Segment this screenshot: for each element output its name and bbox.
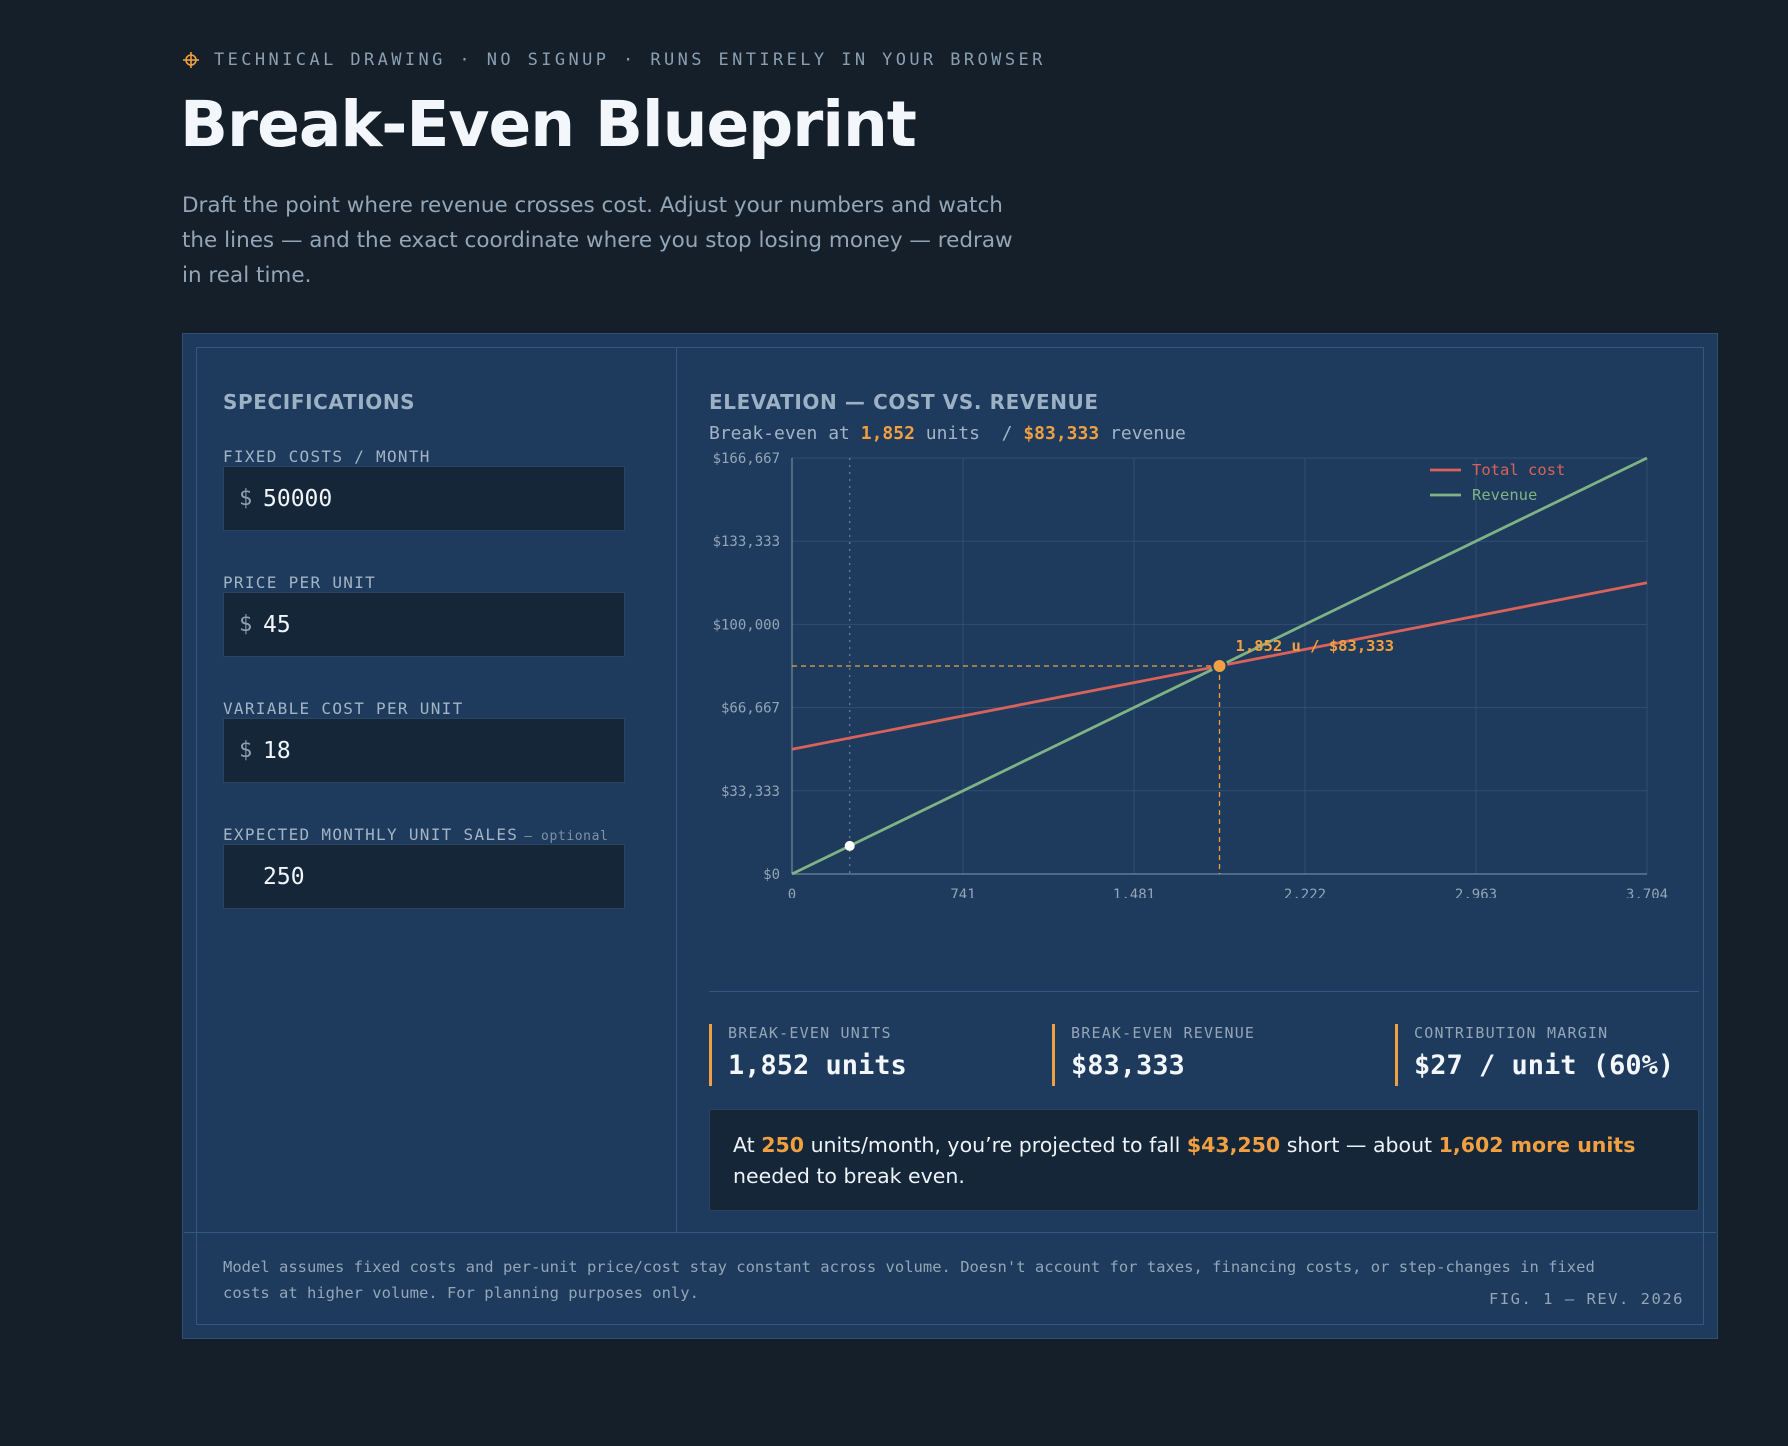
expected-sales-label: EXPECTED MONTHLY UNIT SALES — optional [223,825,608,844]
y-tick-label: $133,333 [713,534,780,550]
stat-label: BREAK-EVEN UNITS [728,1024,892,1042]
x-tick-label: 3,704 [1626,887,1668,898]
y-tick-label: $33,333 [721,784,780,800]
break-even-label: 1,852 u / $83,333 [1236,637,1395,655]
stat-value: $27 / unit (60%) [1414,1050,1675,1081]
stat-value: $83,333 [1071,1050,1185,1081]
chart-heading: ELEVATION — COST VS. REVENUE [709,390,1099,414]
stat-break-even-revenue: BREAK-EVEN REVENUE $83,333 [1052,1024,1255,1086]
subtitle-units: 1,852 [860,423,915,444]
callout-text: units/month, you’re projected to fall [810,1133,1181,1157]
optional-tag: — optional [524,829,609,844]
footer-note: Model assumes fixed costs and per-unit p… [223,1258,1595,1302]
stat-label: BREAK-EVEN REVENUE [1071,1024,1256,1042]
callout-more-units: 1,602 more units [1438,1133,1636,1157]
page-title: Break-Even Blueprint [180,88,917,161]
y-tick-label: $166,667 [713,451,780,467]
expected-sales-label-text: EXPECTED MONTHLY UNIT SALES [223,825,519,844]
variable-cost-field[interactable]: $ [223,718,625,783]
x-tick-label: 1,481 [1113,887,1155,898]
footer-divider [184,1232,1716,1233]
blueprint-frame: SPECIFICATIONS FIXED COSTS / MONTH $ PRI… [182,333,1718,1339]
subtitle-sep: / [1001,423,1013,444]
expected-sales-point [844,840,855,851]
currency-icon: $ [239,486,253,511]
fixed-costs-label: FIXED COSTS / MONTH [223,447,431,466]
legend-label: Revenue [1472,486,1537,504]
variable-cost-label: VARIABLE COST PER UNIT [223,699,464,718]
callout-text: short — about [1286,1133,1433,1157]
stat-value: 1,852 units [728,1050,907,1081]
stat-label: CONTRIBUTION MARGIN [1414,1024,1609,1042]
variable-cost-input[interactable] [263,737,603,764]
break-even-subtitle: Break-even at 1,852 units / $83,333 reve… [709,423,1186,444]
y-tick-label: $0 [763,867,780,883]
x-tick-label: 2,963 [1455,887,1497,898]
figure-caption: FIG. 1 — REV. 2026 [1489,1290,1684,1308]
eyebrow: TECHNICAL DRAWING · NO SIGNUP · RUNS ENT… [182,50,1046,70]
cost-revenue-chart: 0 741 1,481 2,222 2,963 3,704 $0 $33,333 $66,667… [713,451,1669,898]
currency-icon: $ [239,738,253,763]
subtitle-revenue: $83,333 [1023,423,1100,444]
crosshair-icon [183,52,199,68]
page-lede: Draft the point where revenue crosses co… [182,193,1013,288]
legend-label: Total cost [1472,461,1565,479]
expected-sales-field[interactable] [223,844,625,909]
fixed-costs-input[interactable] [263,485,603,512]
panel-divider [676,348,677,1232]
callout-shortfall: $43,250 [1186,1133,1281,1157]
price-label: PRICE PER UNIT [223,573,377,592]
frame-inner: SPECIFICATIONS FIXED COSTS / MONTH $ PRI… [184,347,1716,1325]
specifications-heading: SPECIFICATIONS [223,390,416,414]
subtitle-units-word: units [925,423,980,444]
x-tick-label: 741 [950,887,975,898]
x-tick-label: 2,222 [1284,887,1326,898]
stats-rule [709,991,1699,992]
x-tick-label: 0 [788,887,796,898]
callout-text: At [733,1133,755,1157]
break-even-point [1211,658,1228,675]
callout-units: 250 [761,1133,805,1157]
stat-contribution-margin: CONTRIBUTION MARGIN $27 / unit (60%) [1395,1024,1674,1086]
price-field[interactable]: $ [223,592,625,657]
fixed-costs-field[interactable]: $ [223,466,625,531]
price-input[interactable] [263,611,603,638]
subtitle-prefix: Break-even at [709,423,850,444]
subtitle-revenue-word: revenue [1110,423,1186,444]
expected-sales-input[interactable] [263,863,603,890]
eyebrow-text: TECHNICAL DRAWING · NO SIGNUP · RUNS ENT… [214,50,1046,70]
projection-callout: At 250 units/month, you’re projected to … [709,1109,1699,1211]
y-tick-label: $100,000 [713,617,780,633]
stat-break-even-units: BREAK-EVEN UNITS 1,852 units [709,1024,907,1086]
y-tick-label: $66,667 [721,701,780,717]
currency-icon: $ [239,612,253,637]
callout-text: needed to break even. [733,1164,965,1188]
